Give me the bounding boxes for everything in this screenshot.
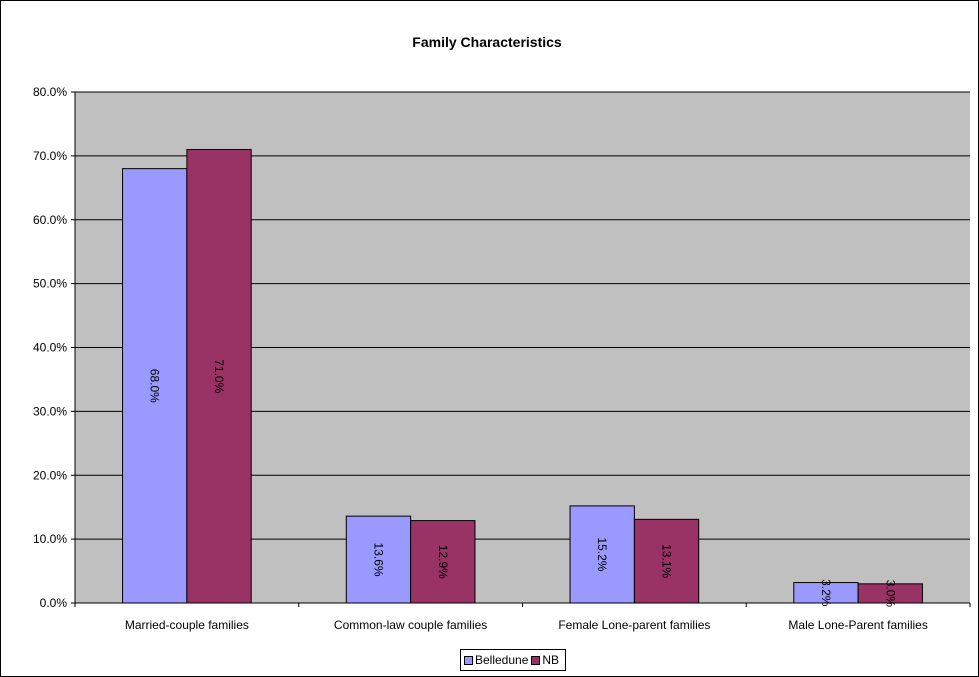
bar-nb	[633, 518, 700, 604]
legend-swatch-nb	[531, 655, 541, 665]
legend-label-nb: NB	[542, 653, 560, 667]
legend-swatch-belledune	[464, 655, 473, 665]
bar-nb	[186, 148, 252, 604]
bars	[122, 148, 923, 604]
bar-belledune	[345, 515, 412, 604]
data-label: 3.0%	[883, 580, 897, 608]
data-label: 68.0%	[148, 369, 162, 403]
legend-label-belledune: Belledune	[475, 653, 529, 667]
y-tick-label: 70.0%	[33, 149, 67, 163]
x-tick-label: Common-law couple families	[334, 618, 487, 632]
y-tick-label: 80.0%	[33, 85, 67, 99]
y-tick-label: 10.0%	[33, 532, 67, 546]
x-tick-label: Female Lone-parent families	[558, 618, 710, 632]
y-tick-label: 50.0%	[33, 277, 67, 291]
bar-belledune	[569, 505, 635, 604]
y-tick-label: 0.0%	[40, 596, 68, 610]
x-tick-label: Male Lone-Parent families	[788, 618, 927, 632]
bar-belledune	[122, 168, 188, 604]
y-tick-label: 60.0%	[33, 213, 67, 227]
bar-nb	[410, 520, 476, 604]
axes: 0.0% 10.0% 20.0% 30.0% 40.0% 50.0% 60.0% 70.0% 8…	[33, 85, 971, 632]
legend: Belledune NB	[460, 649, 567, 671]
y-tick-label: 30.0%	[33, 404, 67, 418]
legend-item-nb: NB	[531, 653, 559, 667]
y-tick-label: 40.0%	[33, 341, 67, 355]
data-label: 15.2%	[595, 537, 609, 571]
y-tick-label: 20.0%	[33, 468, 67, 482]
data-labels: 68.0% 71.0% 13.6% 12.9% 15.2% 13.1% 3.2% 3.0%	[148, 359, 898, 607]
data-label: 13.6%	[371, 543, 385, 577]
data-label: 71.0%	[212, 359, 226, 393]
data-label: 3.2%	[819, 579, 833, 607]
chart-title: Family Characteristics	[412, 34, 562, 50]
data-label: 13.1%	[660, 544, 674, 578]
legend-item-belledune: Belledune	[464, 653, 528, 667]
x-tick-label: Married-couple families	[125, 618, 249, 632]
data-label: 12.9%	[436, 545, 450, 579]
